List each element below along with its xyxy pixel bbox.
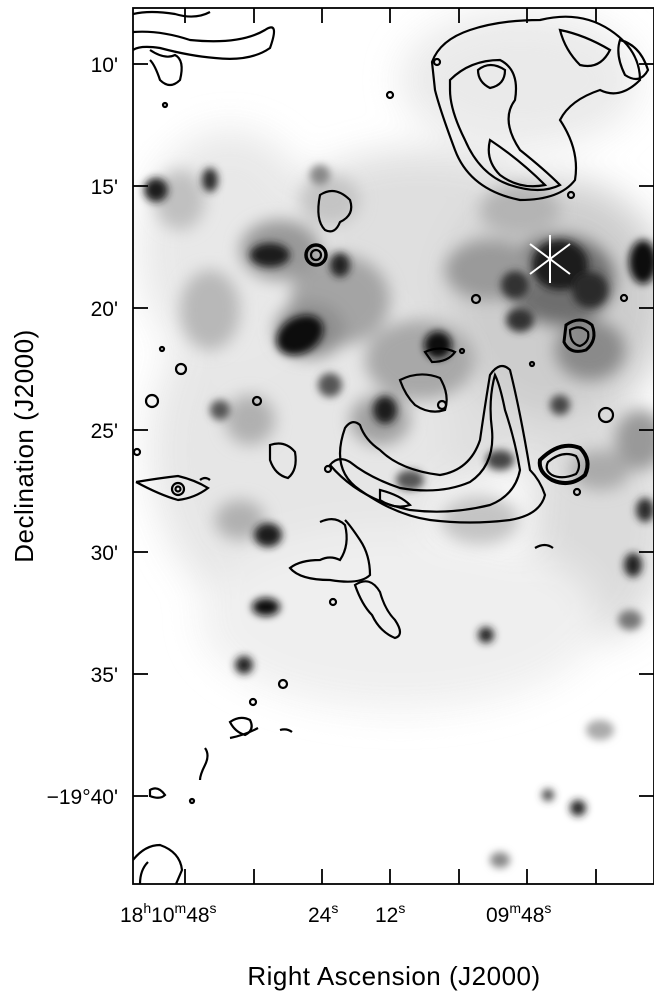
grayscale-emission-map — [133, 8, 654, 884]
contour-lines — [133, 10, 650, 884]
x-tick-label: 12s — [375, 900, 405, 927]
plot-frame — [132, 7, 654, 885]
y-tick-label: 35' — [91, 664, 118, 687]
y-tick-label: 20' — [91, 298, 118, 321]
y-tick-label: 15' — [91, 176, 118, 199]
y-tick-label: 30' — [91, 542, 118, 565]
x-tick-label: 09m48s — [486, 900, 551, 927]
x-tick-label: 24s — [308, 900, 338, 927]
x-tick-label: 18h10m48s — [120, 900, 217, 927]
x-axis-ticks — [184, 8, 597, 884]
x-axis-title: Right Ascension (J2000) — [247, 961, 540, 991]
y-tick-label: −19°40' — [47, 786, 118, 809]
y-axis-ticks — [133, 63, 654, 797]
star-marker — [529, 235, 571, 283]
y-axis-title: Declination (J2000) — [9, 329, 39, 563]
y-tick-label: 25' — [91, 420, 118, 443]
y-tick-label: 10' — [91, 54, 118, 77]
